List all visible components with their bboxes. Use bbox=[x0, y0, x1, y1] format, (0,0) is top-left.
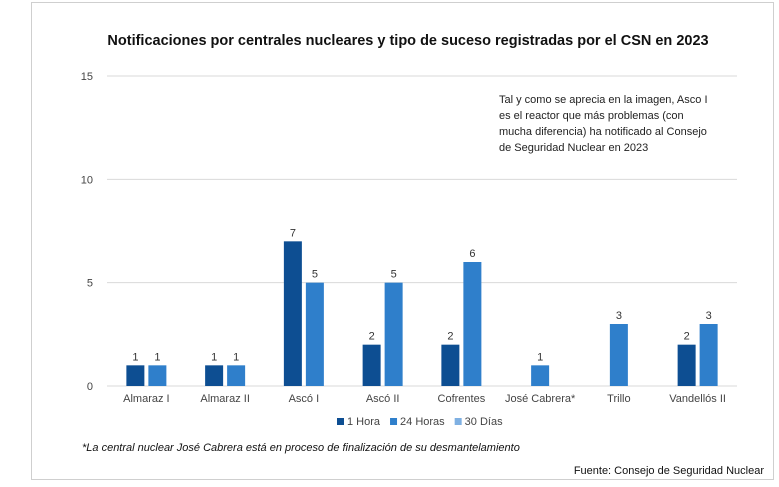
bar bbox=[283, 241, 302, 386]
annotation-line-2: es el reactor que más problemas (con bbox=[499, 110, 684, 122]
bar bbox=[305, 282, 324, 386]
y-tick-label: 10 bbox=[81, 174, 93, 186]
x-tick-label: Ascó II bbox=[366, 393, 400, 405]
footnote: *La central nuclear José Cabrera está en… bbox=[82, 442, 520, 454]
legend-label: 1 Hora bbox=[347, 416, 381, 428]
legend-label: 30 Días bbox=[465, 416, 503, 428]
x-tick-label: Almaraz I bbox=[123, 393, 169, 405]
data-label: 1 bbox=[211, 351, 217, 363]
gridlines bbox=[107, 75, 737, 387]
data-label: 6 bbox=[469, 248, 475, 260]
data-label: 3 bbox=[616, 310, 622, 322]
bar bbox=[677, 344, 696, 386]
data-label: 1 bbox=[154, 351, 160, 363]
y-tick-label: 0 bbox=[87, 381, 93, 393]
bar bbox=[126, 365, 145, 386]
data-label: 3 bbox=[706, 310, 712, 322]
y-tick-label: 5 bbox=[87, 278, 93, 290]
data-label: 2 bbox=[447, 331, 453, 343]
bar bbox=[463, 262, 482, 386]
chart-frame: Notificaciones por centrales nucleares y… bbox=[31, 2, 774, 480]
bar bbox=[148, 365, 167, 386]
legend-label: 24 Horas bbox=[400, 416, 445, 428]
legend: 1 Hora 24 Horas 30 Días bbox=[337, 416, 503, 428]
bar bbox=[362, 344, 381, 386]
legend-swatch bbox=[454, 418, 462, 425]
bars bbox=[126, 241, 718, 386]
annotation-line-1: Tal y como se aprecia en la imagen, Asco… bbox=[499, 94, 708, 106]
x-tick-label: Ascó I bbox=[289, 393, 320, 405]
data-label: 1 bbox=[233, 351, 239, 363]
bar bbox=[531, 365, 550, 386]
x-tick-label: José Cabrera* bbox=[505, 393, 576, 405]
data-label: 1 bbox=[132, 351, 138, 363]
bar bbox=[441, 344, 460, 386]
data-label: 2 bbox=[684, 331, 690, 343]
data-label: 1 bbox=[537, 351, 543, 363]
data-label: 7 bbox=[290, 227, 296, 239]
data-label: 5 bbox=[312, 269, 318, 281]
data-label: 5 bbox=[391, 269, 397, 281]
bar bbox=[609, 324, 628, 386]
data-label: 2 bbox=[369, 331, 375, 343]
data-labels: 1 1 1 1 7 5 2 5 2 6 1 3 2 3 bbox=[132, 227, 711, 363]
bar bbox=[227, 365, 246, 386]
annotation-line-4: de Seguridad Nuclear en 2023 bbox=[499, 142, 648, 154]
x-tick-label: Cofrentes bbox=[438, 393, 486, 405]
legend-swatch bbox=[337, 418, 344, 425]
x-tick-label: Vandellós II bbox=[669, 393, 726, 405]
chart-title: Notificaciones por centrales nucleares y… bbox=[107, 33, 708, 49]
source-note: Fuente: Consejo de Seguridad Nuclear bbox=[574, 465, 765, 477]
legend-swatch bbox=[390, 418, 398, 425]
x-tick-label: Trillo bbox=[607, 393, 630, 405]
y-axis-ticks: 0 5 10 15 bbox=[81, 71, 93, 393]
bar bbox=[384, 282, 403, 386]
bar bbox=[205, 365, 224, 386]
x-axis-categories: Almaraz I Almaraz II Ascó I Ascó II Cofrente… bbox=[123, 393, 726, 405]
annotation-line-3: mucha diferencia) ha notificado al Conse… bbox=[499, 126, 707, 138]
bar-chart: Notificaciones por centrales nucleares y… bbox=[81, 33, 765, 477]
bar bbox=[699, 324, 718, 386]
y-tick-label: 15 bbox=[81, 71, 93, 83]
x-tick-label: Almaraz II bbox=[200, 393, 250, 405]
